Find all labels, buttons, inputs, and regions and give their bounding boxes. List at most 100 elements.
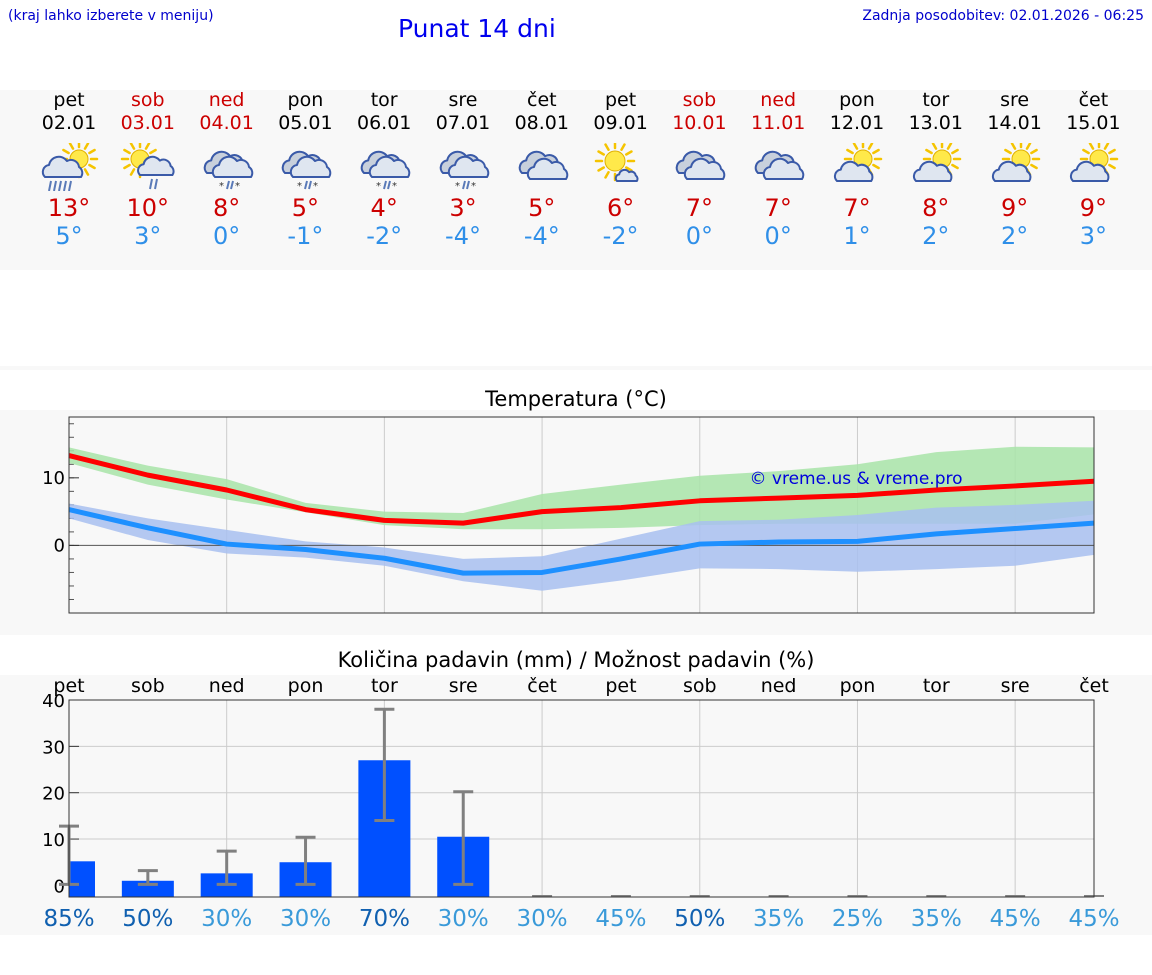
day-name: ned bbox=[208, 89, 245, 111]
y-tick-label: 30 bbox=[42, 737, 65, 758]
day-name: tor bbox=[370, 89, 398, 111]
y-tick-label: 0 bbox=[54, 876, 65, 897]
day-axis-label: sob bbox=[683, 675, 717, 697]
sun-small-cloud-icon bbox=[594, 143, 639, 182]
precip-chart-title: Količina padavin (mm) / Možnost padavin … bbox=[337, 648, 815, 672]
day-name: pon bbox=[287, 89, 324, 111]
cloud-sleet-icon: * * bbox=[282, 150, 332, 191]
min-temperature: -1° bbox=[287, 222, 324, 250]
day-date: 05.01 bbox=[278, 112, 333, 134]
precip-probability: 35% bbox=[911, 906, 962, 932]
sun-cloud-light-rain-icon bbox=[120, 143, 175, 190]
day-name: pon bbox=[839, 89, 875, 111]
min-temperature: 3° bbox=[1079, 222, 1108, 250]
day-axis-label: ned bbox=[761, 675, 797, 697]
day-axis-label: sob bbox=[131, 675, 165, 697]
day-date: 10.01 bbox=[672, 112, 727, 134]
day-column: čet 08.01 5° -4° bbox=[503, 89, 581, 250]
temperature-chart: 0 10 © vreme.us & vreme.pro bbox=[42, 416, 1095, 614]
svg-text:*: * bbox=[392, 181, 397, 191]
day-date: 04.01 bbox=[199, 112, 254, 134]
day-name: ned bbox=[760, 89, 797, 111]
max-temperature: 5° bbox=[528, 194, 556, 222]
precip-probability: 30% bbox=[201, 906, 252, 932]
day-name: čet bbox=[1078, 89, 1109, 111]
partly-cloudy-icon bbox=[1070, 143, 1119, 182]
precip-bar bbox=[69, 861, 95, 897]
page-title: Punat 14 dni bbox=[398, 14, 556, 43]
day-column: ned 04.01 * * 8° 0° bbox=[188, 89, 266, 250]
svg-text:*: * bbox=[235, 181, 240, 191]
last-updated: Zadnja posodobitev: 02.01.2026 - 06:25 bbox=[862, 8, 1144, 24]
precip-probability: 35% bbox=[753, 906, 804, 932]
cloudy-icon bbox=[676, 150, 726, 180]
cloudy-icon bbox=[754, 150, 805, 180]
day-axis-label: pet bbox=[605, 675, 636, 697]
sun-cloud-rain-icon bbox=[41, 143, 99, 191]
max-temperature: 9° bbox=[1079, 194, 1108, 222]
max-temperature: 7° bbox=[843, 194, 871, 222]
day-axis-label: ned bbox=[209, 675, 245, 697]
max-temperature: 7° bbox=[685, 194, 714, 222]
precip-probability: 30% bbox=[517, 906, 568, 932]
svg-text:*: * bbox=[219, 181, 224, 191]
y-tick-label: 20 bbox=[42, 784, 65, 805]
precip-plot-frame bbox=[68, 699, 1095, 898]
min-temperature: 2° bbox=[1000, 222, 1029, 250]
svg-text:*: * bbox=[313, 181, 318, 191]
max-temperature: 6° bbox=[606, 194, 635, 222]
day-date: 14.01 bbox=[987, 112, 1042, 134]
precip-probability: 50% bbox=[122, 906, 173, 932]
min-temperature: 1° bbox=[843, 222, 871, 250]
day-date: 09.01 bbox=[593, 112, 648, 134]
precip-probability: 85% bbox=[43, 906, 94, 932]
day-date: 02.01 bbox=[41, 112, 97, 134]
precip-probability: 45% bbox=[990, 906, 1041, 932]
min-temperature: -4° bbox=[445, 222, 481, 250]
y-tick-label: 0 bbox=[54, 535, 65, 556]
day-column: pet 02.01 13° 5° bbox=[30, 89, 108, 250]
max-temperature: 8° bbox=[922, 194, 950, 222]
day-date: 13.01 bbox=[908, 112, 963, 134]
precip-probability: 30% bbox=[280, 906, 331, 932]
precip-bar bbox=[121, 880, 174, 897]
chart-watermark: © vreme.us & vreme.pro bbox=[749, 469, 962, 489]
max-temperature: 13° bbox=[47, 194, 91, 222]
min-temperature: 5° bbox=[55, 222, 83, 250]
day-axis-label: tor bbox=[923, 675, 950, 697]
day-name: sob bbox=[131, 89, 165, 111]
day-date: 06.01 bbox=[356, 112, 412, 134]
min-temperature: 0° bbox=[685, 222, 714, 250]
max-temperature: 10° bbox=[126, 194, 170, 222]
day-date: 08.01 bbox=[514, 112, 569, 134]
max-temperature: 5° bbox=[291, 194, 320, 222]
max-temperature: 9° bbox=[1000, 194, 1029, 222]
min-temperature-range-band bbox=[69, 500, 1094, 591]
svg-text:*: * bbox=[376, 181, 381, 191]
day-date: 11.01 bbox=[750, 112, 806, 134]
day-axis-label: čet bbox=[1079, 675, 1109, 697]
day-axis-label: pon bbox=[288, 675, 324, 697]
min-temperature: 2° bbox=[922, 222, 950, 250]
y-tick-label: 40 bbox=[42, 691, 65, 712]
precip-probability: 25% bbox=[832, 906, 883, 932]
max-temperature-line bbox=[68, 453, 1095, 526]
min-temperature: -4° bbox=[523, 222, 560, 250]
day-column: tor 06.01 * * 4° -2° bbox=[345, 89, 423, 250]
day-name: pet bbox=[53, 89, 85, 111]
day-name: tor bbox=[922, 89, 950, 111]
cloud-sleet-icon: * * bbox=[360, 150, 411, 191]
y-tick-label: 10 bbox=[42, 468, 65, 489]
min-temperature-line bbox=[68, 507, 1095, 576]
day-column: sre 14.01 9° 2° bbox=[976, 89, 1054, 250]
max-temperature: 7° bbox=[764, 194, 792, 222]
cloud-sleet-icon: * * bbox=[439, 150, 490, 191]
day-axis-label: sre bbox=[449, 675, 478, 697]
day-name: sre bbox=[448, 89, 478, 111]
min-temperature: -2° bbox=[602, 222, 639, 250]
cloudy-icon bbox=[518, 150, 569, 180]
min-temperature: 0° bbox=[764, 222, 792, 250]
svg-text:*: * bbox=[455, 181, 460, 191]
day-axis-label: pon bbox=[840, 675, 876, 697]
partly-cloudy-icon bbox=[991, 143, 1040, 182]
